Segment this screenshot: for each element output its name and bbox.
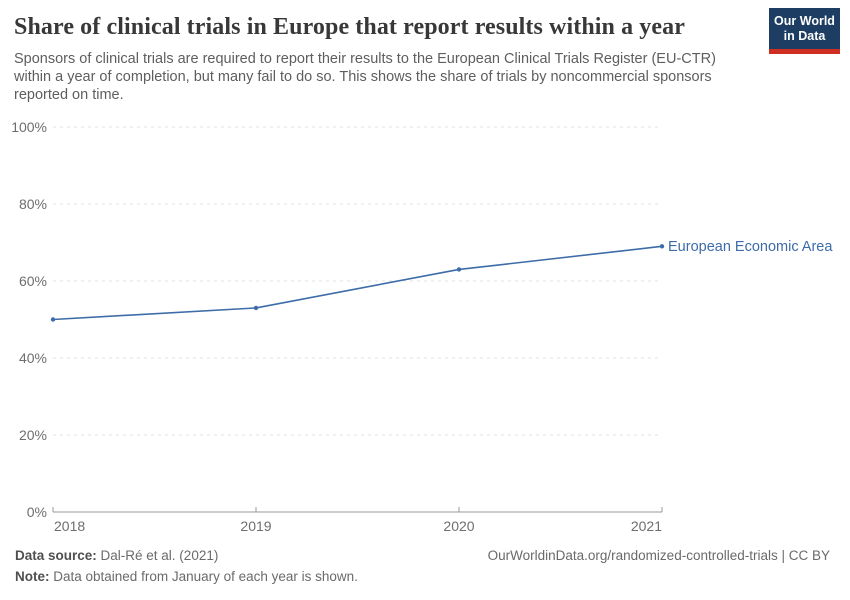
x-tick-label: 2021 (631, 518, 662, 534)
owid-logo-red-bar (769, 49, 840, 54)
series-label[interactable]: European Economic Area (668, 239, 833, 255)
owid-logo-line1: Our World (774, 14, 835, 28)
data-source-label: Data source: (15, 548, 97, 563)
owid-logo-line2: in Data (783, 29, 826, 43)
data-point-2019[interactable] (253, 305, 259, 311)
owid-logo[interactable]: Our World in Data (769, 8, 840, 54)
plot-area[interactable]: 0% 20% 40% 60% 80% 100% 2018 2019 2020 2021 Europe… (0, 110, 850, 548)
x-tick-label: 2020 (443, 518, 474, 534)
data-point-2020[interactable] (456, 267, 462, 272)
y-tick-label: 20% (19, 427, 47, 443)
trend-line[interactable] (52, 245, 663, 321)
chart-footer: Data source: Dal-Ré et al. (2021) OurWor… (15, 548, 830, 584)
x-tick-label: 2018 (54, 518, 85, 534)
y-tick-label: 40% (19, 350, 47, 366)
note-value: Data obtained from January of each year … (49, 569, 358, 584)
data-source-line: Data source: Dal-Ré et al. (2021) (15, 548, 218, 563)
data-point-2021[interactable] (659, 244, 665, 249)
note-line: Note: Data obtained from January of each… (15, 569, 358, 584)
owid-url-link[interactable]: OurWorldinData.org/randomized-controlled… (487, 548, 830, 563)
x-tick-label: 2019 (240, 518, 271, 534)
y-tick-label: 80% (19, 196, 47, 212)
data-source-value: Dal-Ré et al. (2021) (96, 548, 219, 563)
y-tick-label: 100% (11, 119, 47, 135)
chart-subtitle: Sponsors of clinical trials are required… (14, 51, 716, 103)
owid-logo-text: Our World in Data (769, 8, 840, 49)
note-label: Note: (15, 569, 50, 584)
line-chart-svg[interactable]: 0% 20% 40% 60% 80% 100% 2018 2019 2020 2021 Europe… (0, 110, 850, 548)
chart-title: Share of clinical trials in Europe that … (14, 14, 686, 40)
y-tick-label: 60% (19, 273, 47, 289)
y-tick-label: 0% (27, 504, 47, 520)
data-point-2018[interactable] (50, 317, 56, 322)
